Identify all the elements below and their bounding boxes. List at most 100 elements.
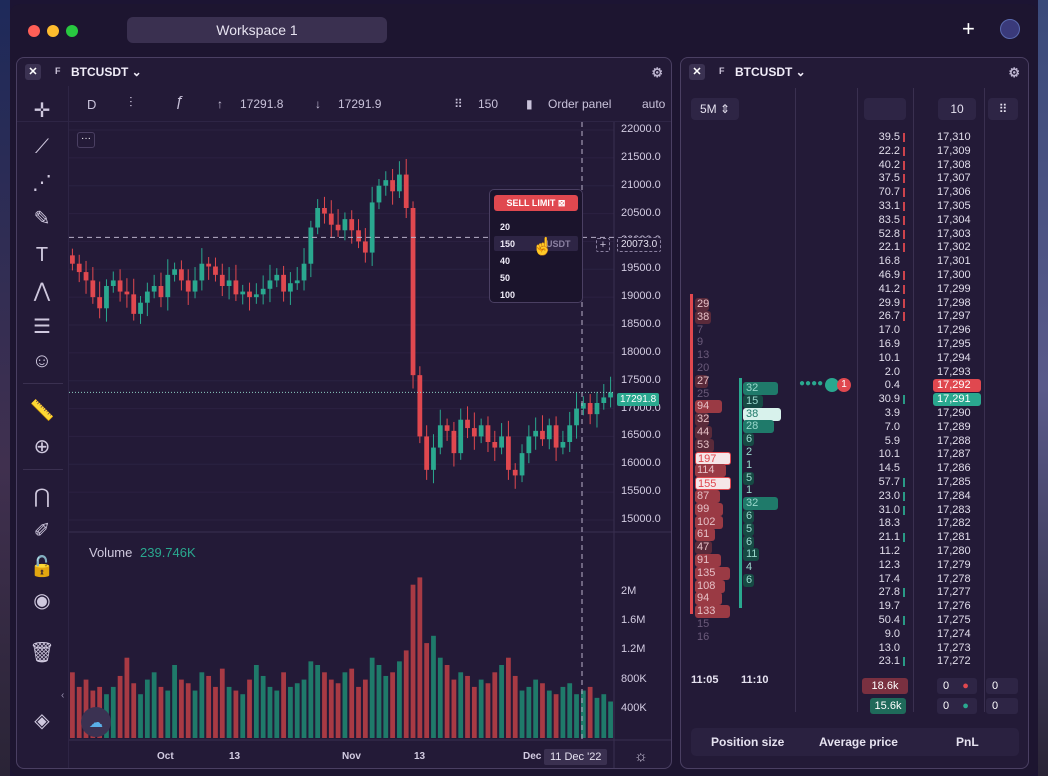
price-level[interactable]: 17,290 xyxy=(937,407,971,419)
volume-cell: 23.1 xyxy=(878,655,900,668)
cluster-cell: 155 xyxy=(695,477,731,491)
price-level[interactable]: 17,299 xyxy=(937,282,971,295)
ruler-icon[interactable]: 📏 xyxy=(29,400,55,422)
price-level[interactable]: 17,288 xyxy=(937,434,971,447)
workspace-tab[interactable]: Workspace 1 xyxy=(127,17,387,43)
price-level[interactable]: 17,282 xyxy=(937,517,971,530)
plus-icon[interactable]: + xyxy=(962,16,975,41)
price-level[interactable]: 17,302 xyxy=(937,241,971,254)
more-options-button[interactable]: ··· xyxy=(77,132,95,148)
collapse-arrow-icon[interactable]: ‹ xyxy=(61,690,65,701)
price-level[interactable]: 17,280 xyxy=(937,545,971,557)
symbol-selector[interactable]: BTCUSDT ⌄ xyxy=(71,65,142,79)
candle-body xyxy=(288,283,293,292)
price-level[interactable]: 17,283 xyxy=(937,503,971,516)
fib-tool-icon[interactable]: ⋰ xyxy=(32,172,52,194)
layers-icon[interactable]: ◈ xyxy=(34,710,50,732)
grid-dots-icon[interactable]: ⠿ xyxy=(988,98,1018,120)
lock-icon[interactable]: 🔓 xyxy=(29,556,55,578)
price-level[interactable]: 17,303 xyxy=(937,227,971,240)
volume-filter-input[interactable] xyxy=(864,98,906,120)
quantity-option[interactable]: 100 xyxy=(500,290,516,300)
price-level[interactable]: 17,274 xyxy=(937,627,971,640)
price-level[interactable]: 17,304 xyxy=(937,213,971,226)
magnet-icon[interactable]: ⋂ xyxy=(33,486,51,508)
quantity-option[interactable]: 40 xyxy=(500,256,511,266)
trash-icon[interactable]: 🗑 xyxy=(29,642,55,664)
edit-lock-icon[interactable]: ✐ xyxy=(33,520,51,542)
brush-icon[interactable]: ✎ xyxy=(33,208,51,230)
price-level[interactable]: 17,287 xyxy=(937,448,971,461)
close-icon[interactable]: ✕ xyxy=(25,64,41,80)
scale-mode-button[interactable]: auto xyxy=(642,97,666,111)
price-level[interactable]: 17,281 xyxy=(937,531,971,544)
price-level[interactable]: 17,284 xyxy=(937,489,971,502)
column-divider xyxy=(913,88,914,712)
price-level[interactable]: 17,286 xyxy=(937,462,971,475)
order-marker[interactable]: ●●●● 1 xyxy=(799,378,851,392)
indicators-icon[interactable]: ƒ xyxy=(175,93,184,110)
price-level[interactable]: 17,293 xyxy=(937,365,971,378)
interval-button[interactable]: D xyxy=(87,97,97,112)
price-level[interactable]: 17,298 xyxy=(937,296,971,309)
price-level[interactable]: 17,276 xyxy=(937,600,971,613)
price-level[interactable]: 17,307 xyxy=(937,172,971,185)
price-level[interactable]: 17,301 xyxy=(937,255,971,268)
candle-body xyxy=(526,436,532,454)
close-window-button[interactable] xyxy=(28,25,40,37)
price-level[interactable]: 17,306 xyxy=(937,186,971,199)
cluster-cell: 44 xyxy=(695,426,712,439)
gear-icon[interactable]: ⚙ xyxy=(1008,65,1020,80)
crosshair-icon[interactable]: ✛ xyxy=(33,100,51,122)
price-level[interactable]: 17,309 xyxy=(937,144,971,157)
price-level[interactable]: 17,285 xyxy=(937,476,971,488)
candle-body xyxy=(458,419,464,454)
price-level[interactable]: 17,296 xyxy=(937,324,971,337)
symbol-selector[interactable]: BTCUSDT ⌄ xyxy=(735,65,806,79)
sell-limit-button[interactable]: SELL LIMIT ⊠ xyxy=(494,195,578,211)
tick-count-input[interactable]: 10 xyxy=(938,98,976,120)
price-level[interactable]: 17,277 xyxy=(937,586,971,599)
minimize-window-button[interactable] xyxy=(47,25,59,37)
avatar-icon[interactable] xyxy=(1000,19,1020,39)
close-icon[interactable]: ✕ xyxy=(689,64,705,80)
order-panel-button[interactable]: Order panel xyxy=(548,97,612,111)
gear-icon[interactable]: ⚙ xyxy=(651,65,663,80)
price-level[interactable]: 17,308 xyxy=(937,158,971,171)
price-level[interactable]: 17,278 xyxy=(937,572,971,585)
price-level[interactable]: 17,273 xyxy=(937,641,971,654)
price-level[interactable]: 17,289 xyxy=(937,420,971,433)
quantity-option-selected[interactable]: 150 xyxy=(500,239,516,249)
best-bid-level[interactable]: 17,291 xyxy=(933,393,981,407)
volume-level-bar xyxy=(903,160,905,170)
quantity-value[interactable]: 150 xyxy=(478,97,499,111)
logo-icon[interactable]: ☁ xyxy=(81,707,111,737)
price-level[interactable]: 17,275 xyxy=(937,614,971,626)
price-level[interactable]: 17,279 xyxy=(937,558,971,571)
timeframe-select[interactable]: 5M ⇕ xyxy=(691,98,739,120)
price-level[interactable]: 17,295 xyxy=(937,338,971,350)
price-level[interactable]: 17,294 xyxy=(937,351,971,364)
volume-cell: 41.2 xyxy=(878,282,900,295)
candlestick-icon[interactable]: ⫶ xyxy=(129,94,133,110)
add-order-icon[interactable]: + xyxy=(596,238,610,252)
price-level[interactable]: 17,300 xyxy=(937,269,971,281)
volume-bar xyxy=(424,643,430,738)
pattern-icon[interactable]: ⋀ xyxy=(33,280,51,302)
price-level[interactable]: 17,305 xyxy=(937,200,971,212)
price-level[interactable]: 17,310 xyxy=(937,131,971,143)
best-ask-level[interactable]: 17,292 xyxy=(933,379,981,393)
quantity-option[interactable]: 50 xyxy=(500,273,511,283)
trend-line-icon[interactable]: ⟋ xyxy=(35,136,49,158)
measure-lines-icon[interactable]: ☰ xyxy=(33,316,51,338)
text-tool-icon[interactable]: T xyxy=(35,244,49,266)
zoom-window-button[interactable] xyxy=(66,25,78,37)
volume-bar xyxy=(471,686,477,738)
eye-icon[interactable]: ◉ xyxy=(33,590,51,612)
sun-icon[interactable]: ☼ xyxy=(634,748,648,765)
zoom-in-icon[interactable]: ⊕ xyxy=(33,436,51,458)
price-level[interactable]: 17,297 xyxy=(937,310,971,323)
price-level[interactable]: 17,272 xyxy=(937,655,971,668)
quantity-option[interactable]: 20 xyxy=(500,222,511,232)
emoji-icon[interactable]: ☺ xyxy=(31,350,53,372)
